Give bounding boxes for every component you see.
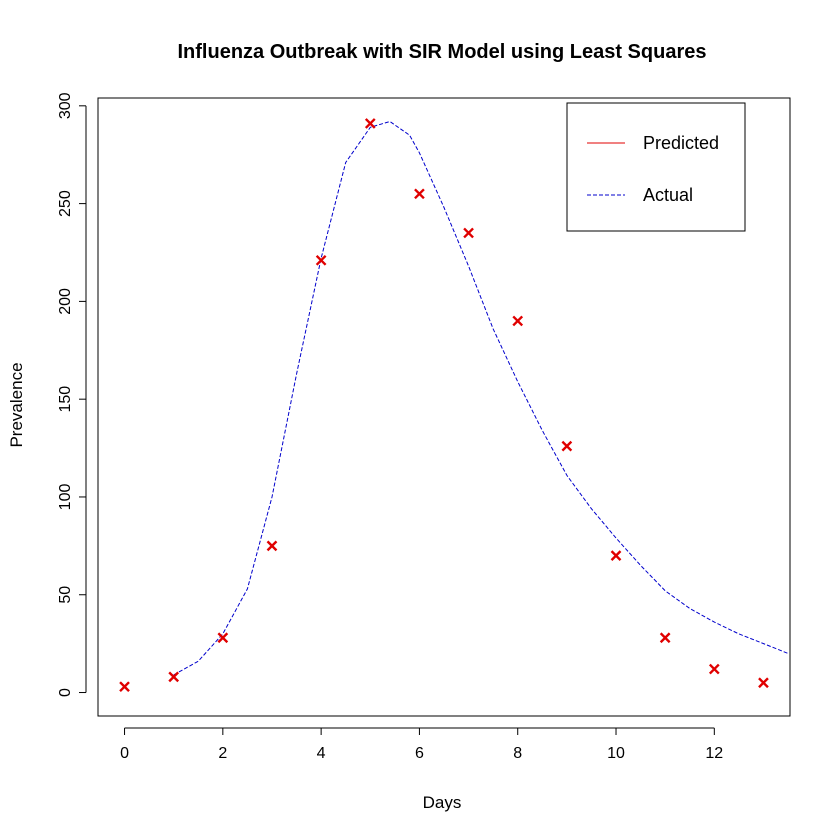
data-point	[414, 188, 425, 200]
y-tick-label: 300	[57, 92, 74, 119]
data-point	[463, 227, 474, 239]
data-point	[266, 540, 278, 552]
x-tick-label: 0	[120, 745, 129, 762]
y-tick-label: 100	[57, 484, 74, 511]
y-axis-label: Prevalence	[7, 362, 26, 447]
data-point	[364, 118, 376, 129]
series-line-actual	[173, 120, 789, 676]
y-tick-label: 150	[57, 386, 74, 413]
x-tick-label: 12	[705, 745, 723, 762]
axes: 0 2 4 6 8 10 12 0 50 100 150 200 250 300	[57, 92, 723, 762]
legend: Predicted Actual	[566, 102, 746, 232]
y-tick-label: 200	[57, 288, 74, 315]
legend-box	[566, 102, 746, 232]
y-tick-label: 250	[57, 190, 74, 217]
data-point	[758, 677, 769, 689]
plot-area	[97, 97, 791, 717]
data-point	[610, 550, 622, 561]
legend-label: Predicted	[643, 133, 719, 153]
y-tick-label: 0	[57, 688, 74, 697]
x-tick-label: 4	[317, 745, 326, 762]
plot-frame	[97, 97, 791, 717]
data-point	[119, 681, 130, 693]
data-point	[168, 671, 180, 683]
x-tick-label: 10	[607, 745, 625, 762]
x-tick-label: 8	[513, 745, 522, 762]
data-point	[512, 315, 524, 327]
data-point	[561, 440, 573, 452]
data-point	[708, 663, 720, 675]
chart-title: Influenza Outbreak with SIR Model using …	[178, 41, 707, 63]
y-tick-label: 50	[57, 586, 74, 604]
legend-label: Actual	[643, 185, 693, 205]
data-point	[659, 632, 671, 644]
data-point	[217, 632, 229, 644]
x-axis-label: Days	[423, 793, 462, 812]
x-tick-label: 6	[415, 745, 424, 762]
x-tick-label: 2	[218, 745, 227, 762]
data-point	[315, 254, 327, 266]
